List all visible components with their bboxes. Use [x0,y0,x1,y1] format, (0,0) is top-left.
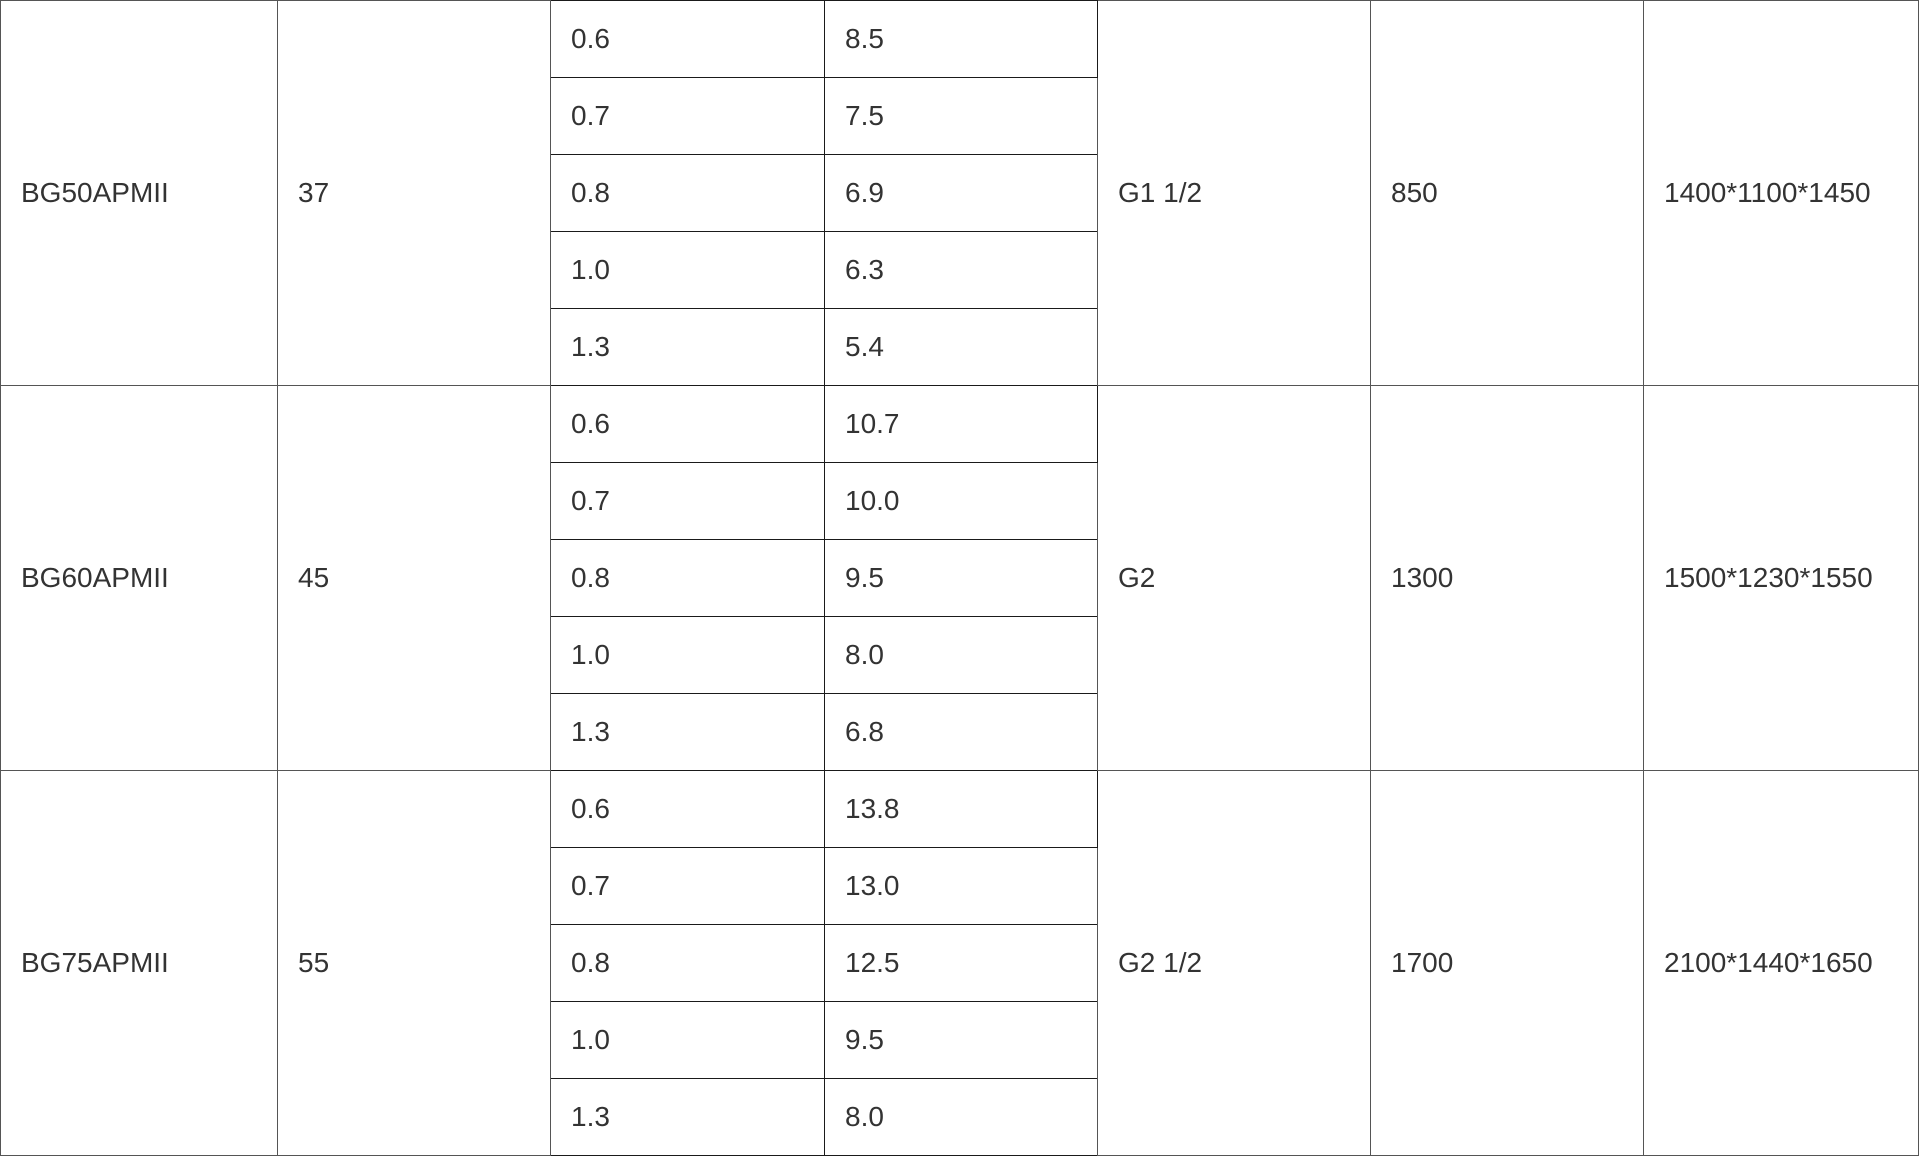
power-cell: 55 [277,770,551,1156]
pressure-cell: 1.3 [550,308,825,386]
pressure-cell: 1.0 [550,231,825,309]
flow-cell: 8.0 [824,616,1098,694]
table-row: 0.8 12.5 [1,924,1919,1002]
outlet-cell: G2 [1097,385,1371,771]
flow-cell: 13.0 [824,847,1098,925]
dimensions-cell: 1500*1230*1550 [1643,385,1919,771]
flow-cell: 9.5 [824,1001,1098,1079]
flow-cell: 10.7 [824,385,1098,463]
pressure-cell: 0.8 [550,154,825,232]
outlet-cell: G2 1/2 [1097,770,1371,1156]
model-cell: BG60APMII [0,385,278,771]
outlet-cell: G1 1/2 [1097,0,1371,386]
pressure-cell: 0.8 [550,924,825,1002]
table-row: 0.7 13.0 [1,847,1919,925]
table-row: 0.7 7.5 [1,77,1919,155]
table-row: 0.8 9.5 [1,539,1919,617]
flow-cell: 7.5 [824,77,1098,155]
flow-cell: 6.3 [824,231,1098,309]
flow-cell: 12.5 [824,924,1098,1002]
model-cell: BG50APMII [0,0,278,386]
pressure-cell: 0.7 [550,462,825,540]
pressure-cell: 1.3 [550,1078,825,1156]
flow-cell: 8.5 [824,0,1098,78]
table-row: BG60APMII 45 0.6 10.7 G2 1300 1500*1230*1550 [0,385,1919,771]
table-row: 1.0 9.5 [1,1001,1919,1079]
table-row: BG75APMII 55 0.6 13.8 G2 1/2 1700 2100*1440*16… [0,770,1919,1156]
pressure-cell: 1.0 [550,1001,825,1079]
pressure-cell: 0.6 [550,0,825,78]
pressure-cell: 1.0 [550,616,825,694]
table-row: 1.0 6.3 [1,231,1919,309]
table-row: 0.7 10.0 [1,462,1919,540]
power-cell: 45 [277,385,551,771]
pressure-cell: 0.7 [550,847,825,925]
flow-cell: 9.5 [824,539,1098,617]
pressure-cell: 1.3 [550,693,825,771]
pressure-cell: 0.6 [550,770,825,848]
weight-cell: 1300 [1370,385,1644,771]
flow-cell: 8.0 [824,1078,1098,1156]
pressure-cell: 0.7 [550,77,825,155]
table-row: 1.3 8.0 [1,1078,1919,1156]
table-row: 1.3 6.8 [1,693,1919,771]
dimensions-cell: 2100*1440*1650 [1643,770,1919,1156]
pressure-cell: 0.8 [550,539,825,617]
model-cell: BG75APMII [0,770,278,1156]
dimensions-cell: 1400*1100*1450 [1643,0,1919,386]
weight-cell: 1700 [1370,770,1644,1156]
table-row: 1.0 8.0 [1,616,1919,694]
flow-cell: 10.0 [824,462,1098,540]
flow-cell: 13.8 [824,770,1098,848]
flow-cell: 5.4 [824,308,1098,386]
weight-cell: 850 [1370,0,1644,386]
flow-cell: 6.9 [824,154,1098,232]
power-cell: 37 [277,0,551,386]
table-row: BG50APMII 37 0.6 8.5 G1 1/2 850 1400*1100*1450 [0,0,1919,386]
flow-cell: 6.8 [824,693,1098,771]
pressure-cell: 0.6 [550,385,825,463]
